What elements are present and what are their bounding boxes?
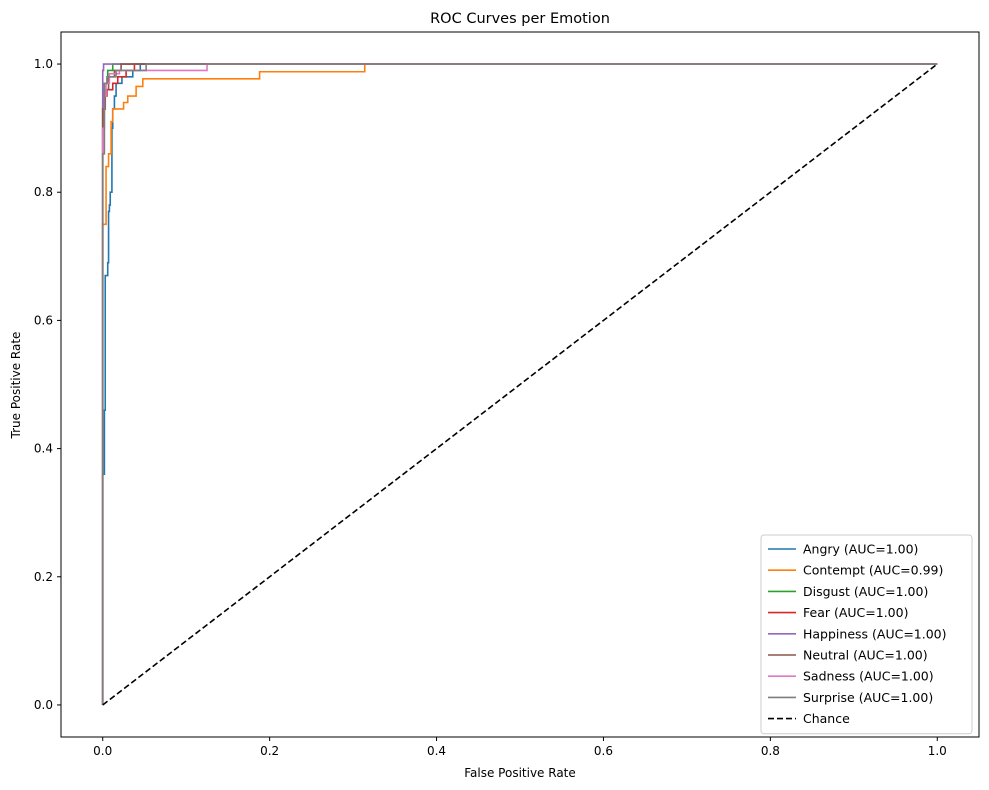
axes-frame (60, 31, 980, 738)
legend-label-fear: Fear (AUC=1.00) (803, 605, 908, 620)
legend-label-surprise: Surprise (AUC=1.00) (803, 690, 933, 705)
y-tick-label: 0.6 (34, 313, 53, 327)
legend-label-chance: Chance (803, 711, 850, 726)
legend-label-angry: Angry (AUC=1.00) (803, 542, 918, 557)
y-tick-label: 0.2 (34, 570, 53, 584)
y-tick-label: 1.0 (34, 57, 53, 71)
legend-box (760, 534, 973, 735)
legend-label-sadness: Sadness (AUC=1.00) (803, 669, 934, 684)
y-tick-label: 0.0 (34, 698, 53, 712)
legend: Angry (AUC=1.00) Contempt (AUC=0.99) Disgu… (760, 534, 973, 735)
series-line-surprise (101, 63, 938, 705)
x-tick-label: 0.2 (260, 744, 279, 758)
x-tick-label: 0.6 (594, 744, 613, 758)
y-axis-label: True Positive Rate (9, 332, 23, 440)
legend-label-contempt: Contempt (AUC=0.99) (803, 563, 943, 578)
y-tick-label: 0.4 (34, 442, 53, 456)
x-tick-label: 0.4 (427, 744, 446, 758)
legend-label-happiness: Happiness (AUC=1.00) (803, 626, 947, 641)
plot-area: 0.0 0.2 0.4 0.6 0.8 1.0 0.0 0.2 0.4 0.6 0.8 1.0 (34, 31, 980, 758)
series-line-contempt (101, 63, 938, 705)
y-tick-label: 0.8 (34, 185, 53, 199)
chart-title: ROC Curves per Emotion (430, 11, 610, 27)
legend-label-neutral: Neutral (AUC=1.00) (803, 648, 928, 663)
x-tick-label: 0.8 (761, 744, 780, 758)
series-line-chance (102, 63, 938, 706)
x-tick-label: 1.0 (928, 744, 947, 758)
x-axis-label: False Positive Rate (464, 766, 576, 780)
x-tick-label: 0.0 (93, 744, 112, 758)
legend-label-disgust: Disgust (AUC=1.00) (803, 584, 928, 599)
